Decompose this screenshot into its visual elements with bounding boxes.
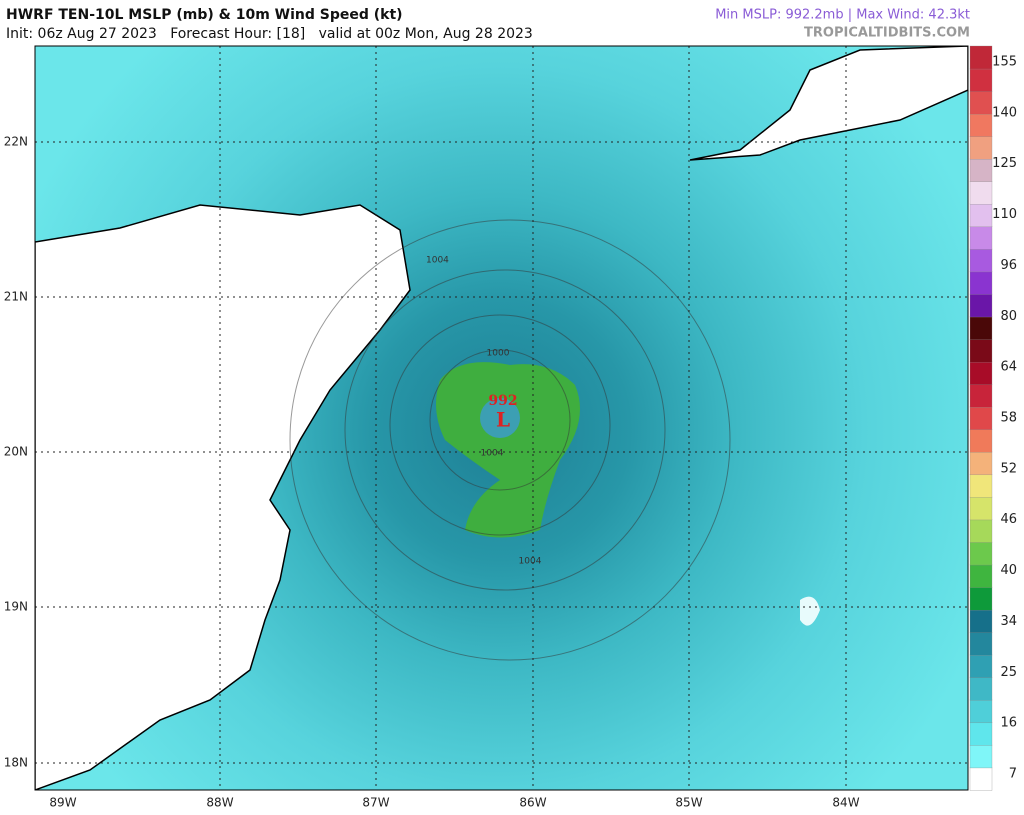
source: TROPICALTIDBITS.COM [804,26,970,41]
colorbar-swatch [969,338,993,363]
colorbar-swatch [969,429,993,453]
colorbar-label: 96 [1000,258,1017,273]
colorbar-label: 80 [1000,309,1017,324]
colorbar-label: 110 [992,207,1017,222]
lon-label: 89W [49,796,76,810]
colorbar-swatch [969,564,993,588]
colorbar-label: 34 [1000,614,1017,629]
colorbar-swatch [969,519,993,543]
colorbar-swatch [969,722,993,746]
colorbar-swatch [969,136,993,160]
colorbar-swatch [969,586,993,611]
colorbar-swatch [969,384,993,408]
eye [480,398,520,438]
colorbar-swatch [969,609,993,633]
colorbar-label: 155 [992,55,1017,70]
colorbar-swatch [969,451,993,476]
light-patch [800,596,820,626]
colorbar-swatch [969,271,993,295]
contour-label: 1000 [487,349,510,359]
lat-label: 20N [4,445,28,459]
colorbar-swatch [969,654,993,678]
lon-label: 84W [832,796,859,810]
lat-label: 21N [4,290,28,304]
lon-label: 86W [519,796,546,810]
contour-label: 1004 [426,256,449,266]
colorbar-label: 125 [992,156,1017,171]
title: HWRF TEN-10L MSLP (mb) & 10m Wind Speed … [6,7,403,23]
low-symbol: L [496,408,510,432]
wind-34kt-area [436,362,580,538]
colorbar-swatch [969,677,993,701]
colorbar-swatch [969,90,993,115]
map-frame [34,45,969,791]
colorbar: 155 140 125 110 96 80 64 58 52 46 40 34 25 16 7 [969,45,1017,791]
lon-label: 88W [206,796,233,810]
colorbar-label: 25 [1000,665,1017,680]
land-cuba [689,46,968,161]
lon-label: 87W [362,796,389,810]
low-pressure: 992 [488,393,517,409]
colorbar-swatch [969,744,993,769]
colorbar-swatch [969,406,993,430]
colorbar-swatch [969,45,993,70]
colorbar-swatch [969,767,993,791]
colorbar-label: 46 [1000,512,1017,527]
colorbar-swatch [969,226,993,250]
colorbar-label: 140 [992,105,1017,120]
stats: Min MSLP: 992.2mb | Max Wind: 42.3kt [715,8,970,23]
colorbar-label: 40 [1000,563,1017,578]
colorbar-swatch [969,293,993,318]
colorbar-label: 64 [1000,360,1017,375]
colorbar-swatch [969,68,993,92]
colorbar-label: 52 [1000,461,1017,476]
lon-label: 85W [675,796,702,810]
isobars [289,219,731,661]
colorbar-swatch [969,316,993,340]
colorbar-label: 16 [1000,716,1017,731]
colorbar-label: 58 [1000,411,1017,426]
lat-label: 19N [4,600,28,614]
contour-label: 1004 [519,557,542,567]
lat-label: 18N [4,756,28,770]
colorbar-swatch [969,248,993,273]
map-area: 1004 1000 1004 1004 992 L [35,46,968,790]
colorbar-label: 7 [1009,767,1017,782]
contour-label: 1004 [481,449,504,459]
colorbar-swatch [969,181,993,205]
land-yucatan [35,204,411,790]
axis-labels: 89W 88W 87W 86W 85W 84W 22N 21N 20N 19N 18N [4,135,860,810]
colorbar-swatch [969,541,993,566]
colorbar-swatch [969,158,993,182]
colorbar-swatch [969,203,993,228]
colorbar-swatch [969,474,993,498]
graticule [35,46,968,790]
colorbar-swatch [969,632,993,656]
subtitle: Init: 06z Aug 27 2023 Forecast Hour: [18… [6,26,533,42]
colorbar-swatch [969,496,993,521]
colorbar-swatch [969,361,993,385]
colorbar-swatch [969,699,993,724]
lat-label: 22N [4,135,28,149]
colorbar-swatch [969,113,993,137]
